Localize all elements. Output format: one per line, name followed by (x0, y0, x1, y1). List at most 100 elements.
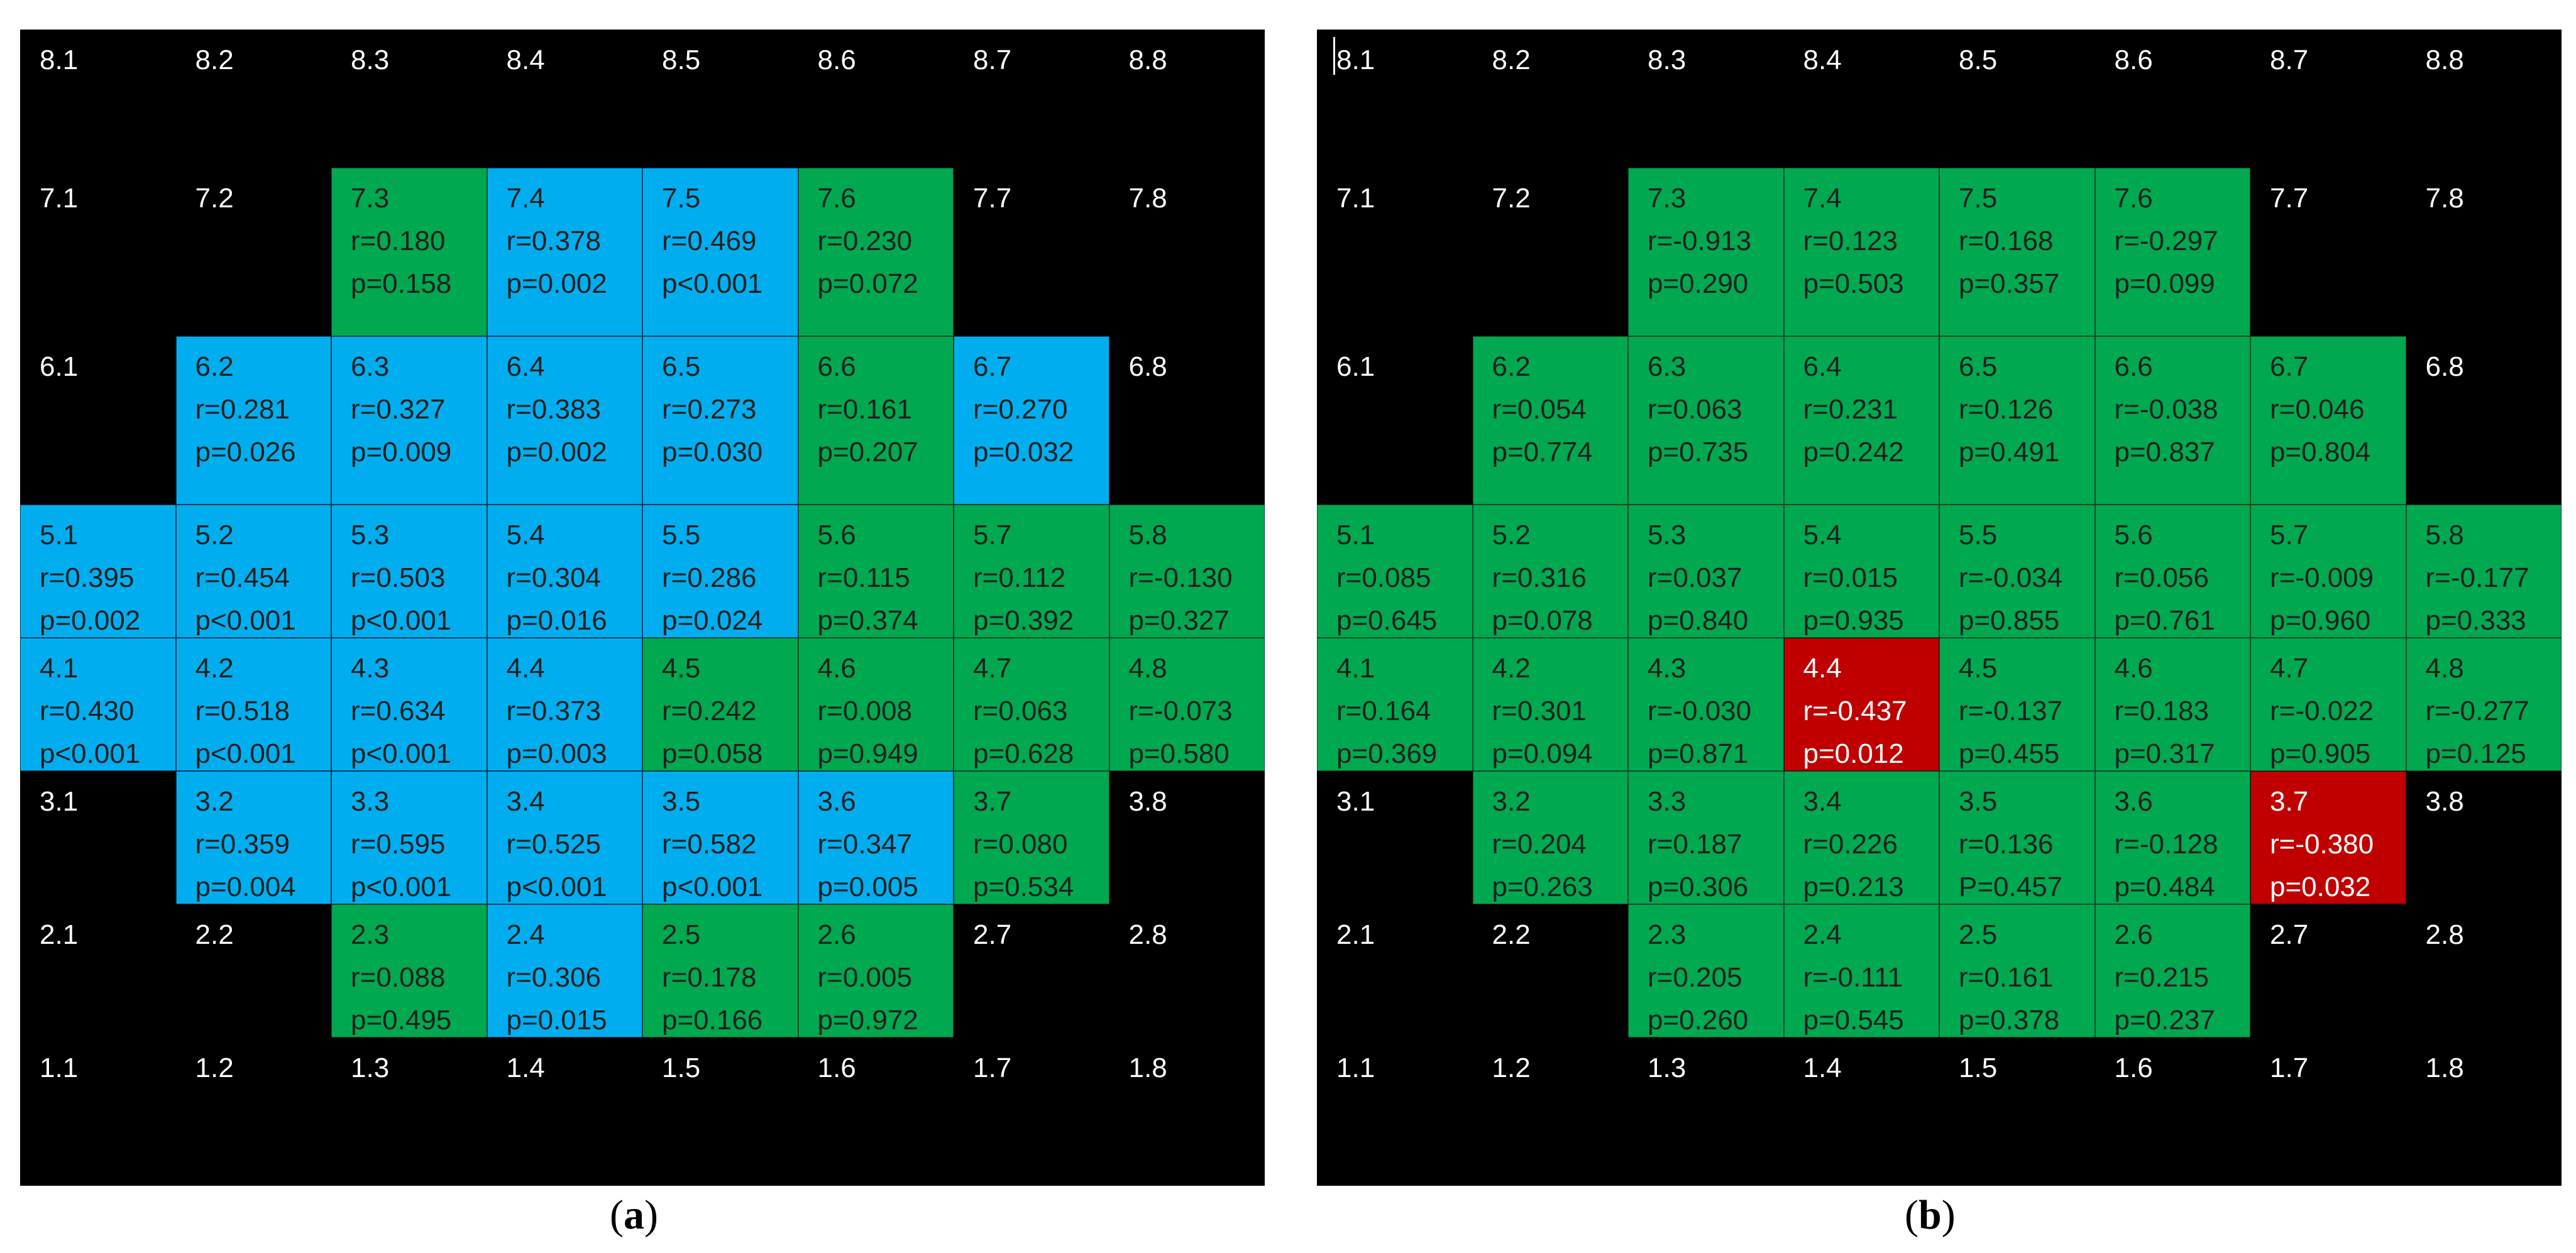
cell-label: 5.4 (506, 520, 545, 550)
cell-p-value: p=0.357 (1959, 268, 2060, 299)
cell-label: 2.8 (1128, 919, 1167, 950)
cell-label: 8.4 (1803, 45, 1842, 75)
cell-label: 6.1 (40, 351, 79, 382)
grid-cell: 2.3 r=0.088 p=0.495 (331, 904, 487, 1037)
grid-cell: 3.6 r=-0.128 p=0.484 (2094, 771, 2250, 904)
grid-cell: 1.5 (642, 1037, 798, 1186)
cell-label: 6.3 (1648, 351, 1687, 382)
cell-p-value: p=0.871 (1648, 738, 1749, 769)
cell-label: 6.5 (1959, 351, 1998, 382)
caption-open: ( (610, 1192, 624, 1238)
cell-label: 5.2 (195, 520, 234, 550)
grid-cell: 8.3 (1628, 30, 1784, 168)
cell-label: 7.5 (1959, 183, 1998, 214)
cell-label: 1.1 (40, 1053, 79, 1083)
cell-r-value: r=0.634 (351, 696, 446, 726)
grid-cell: 3.5 r=0.136 P=0.457 (1939, 771, 2095, 904)
grid-cell: 7.1 (1317, 168, 1473, 336)
cell-label: 1.5 (1959, 1053, 1998, 1083)
cell-r-value: r=-0.073 (1128, 696, 1233, 726)
cell-r-value: r=0.056 (2114, 562, 2209, 593)
cell-p-value: p=0.072 (817, 268, 918, 299)
cell-r-value: r=0.582 (662, 829, 757, 860)
cell-label: 1.2 (1492, 1053, 1531, 1083)
cell-r-value: r=-0.137 (1959, 696, 2063, 726)
cell-label: 1.6 (2114, 1053, 2153, 1083)
cell-label: 4.4 (1803, 653, 1842, 684)
grid-cell: 2.2 (1472, 904, 1628, 1037)
cell-r-value: r=0.123 (1803, 226, 1898, 256)
grid-cell: 8.6 (2094, 30, 2250, 168)
cell-label: 3.5 (662, 786, 701, 817)
grid-cell: 6.7 r=0.046 p=0.804 (2250, 336, 2406, 505)
cell-label: 2.5 (662, 919, 701, 950)
cell-r-value: r=0.136 (1959, 829, 2054, 860)
cell-label: 1.4 (1803, 1053, 1842, 1083)
grid-cell: 5.8 r=-0.177 p=0.333 (2406, 505, 2562, 638)
cell-label: 2.8 (2425, 919, 2464, 950)
cell-r-value: r=0.281 (195, 394, 290, 425)
cell-label: 8.3 (1648, 45, 1687, 75)
grid-cell: 4.4 r=0.373 p=0.003 (487, 638, 642, 771)
cell-r-value: r=0.183 (2114, 696, 2209, 726)
cell-label: 8.8 (2425, 45, 2464, 75)
grid-cell: 6.4 r=0.383 p=0.002 (487, 336, 642, 505)
cell-p-value: p=0.032 (973, 437, 1074, 468)
cell-p-value: p=0.213 (1803, 872, 1904, 902)
panel-a-grid: 8.1 8.2 8.3 8.4 8.5 8.6 8.7 8.8 7.1 7.2 7.3 r=0.180… (20, 30, 1265, 1186)
grid-cell: 4.3 r=0.634 p<0.001 (331, 638, 487, 771)
cell-p-value: p=0.026 (195, 437, 296, 468)
caption-close: ) (644, 1192, 658, 1238)
grid-cell: 1.5 (1939, 1037, 2095, 1186)
cell-label: 1.8 (2425, 1053, 2464, 1083)
cell-r-value: r=0.187 (1648, 829, 1742, 860)
cell-label: 4.2 (1492, 653, 1531, 684)
cell-label: 4.8 (2425, 653, 2464, 684)
cell-r-value: r=0.525 (506, 829, 601, 860)
grid-cell: 2.6 r=0.215 p=0.237 (2094, 904, 2250, 1037)
cell-p-value: p=0.158 (351, 268, 452, 299)
cell-p-value: p=0.855 (1959, 605, 2060, 636)
cell-r-value: r=0.359 (195, 829, 290, 860)
cell-p-value: p=0.374 (817, 605, 918, 636)
grid-cell: 4.2 r=0.301 p=0.094 (1472, 638, 1628, 771)
cell-r-value: r=0.015 (1803, 562, 1898, 593)
cell-p-value: p=0.125 (2425, 738, 2526, 769)
cell-label: 8.1 (1336, 45, 1375, 75)
grid-cell: 6.3 r=0.327 p=0.009 (331, 336, 487, 505)
grid-cell: 5.2 r=0.316 p=0.078 (1472, 505, 1628, 638)
cell-p-value: p=0.378 (1959, 1005, 2060, 1036)
caption-letter: a (623, 1192, 644, 1238)
grid-cell: 6.4 r=0.231 p=0.242 (1783, 336, 1939, 505)
grid-cell: 8.4 (487, 30, 642, 168)
cell-p-value: p=0.078 (1492, 605, 1593, 636)
grid-cell: 5.8 r=-0.130 p=0.327 (1109, 505, 1265, 638)
grid-cell: 6.2 r=0.281 p=0.026 (175, 336, 331, 505)
cell-label: 2.6 (2114, 919, 2153, 950)
cell-label: 7.4 (506, 183, 545, 214)
cell-label: 3.8 (2425, 786, 2464, 817)
cell-p-value: p=0.949 (817, 738, 918, 769)
cell-label: 4.1 (40, 653, 79, 684)
grid-cell: 4.7 r=0.063 p=0.628 (954, 638, 1109, 771)
grid-cell: 4.8 r=-0.277 p=0.125 (2406, 638, 2562, 771)
cell-label: 3.2 (1492, 786, 1531, 817)
grid-cell: 5.5 r=-0.034 p=0.855 (1939, 505, 2095, 638)
cell-p-value: p<0.001 (195, 605, 296, 636)
cell-p-value: p=0.260 (1648, 1005, 1749, 1036)
cell-r-value: r=0.286 (662, 562, 757, 593)
cell-label: 3.3 (1648, 786, 1687, 817)
cell-label: 4.3 (1648, 653, 1687, 684)
cell-label: 3.7 (2270, 786, 2309, 817)
cell-p-value: p=0.333 (2425, 605, 2526, 636)
grid-cell: 6.6 r=-0.038 p=0.837 (2094, 336, 2250, 505)
cell-p-value: p=0.317 (2114, 738, 2215, 769)
cell-p-value: P=0.457 (1959, 872, 2063, 902)
cell-label: 5.1 (40, 520, 79, 550)
cell-r-value: r=0.008 (817, 696, 912, 726)
grid-cell: 6.3 r=0.063 p=0.735 (1628, 336, 1784, 505)
cell-label: 3.6 (2114, 786, 2153, 817)
grid-cell: 2.6 r=0.005 p=0.972 (798, 904, 954, 1037)
cell-label: 8.8 (1128, 45, 1167, 75)
panel-b-caption: (b) (1905, 1190, 1956, 1240)
